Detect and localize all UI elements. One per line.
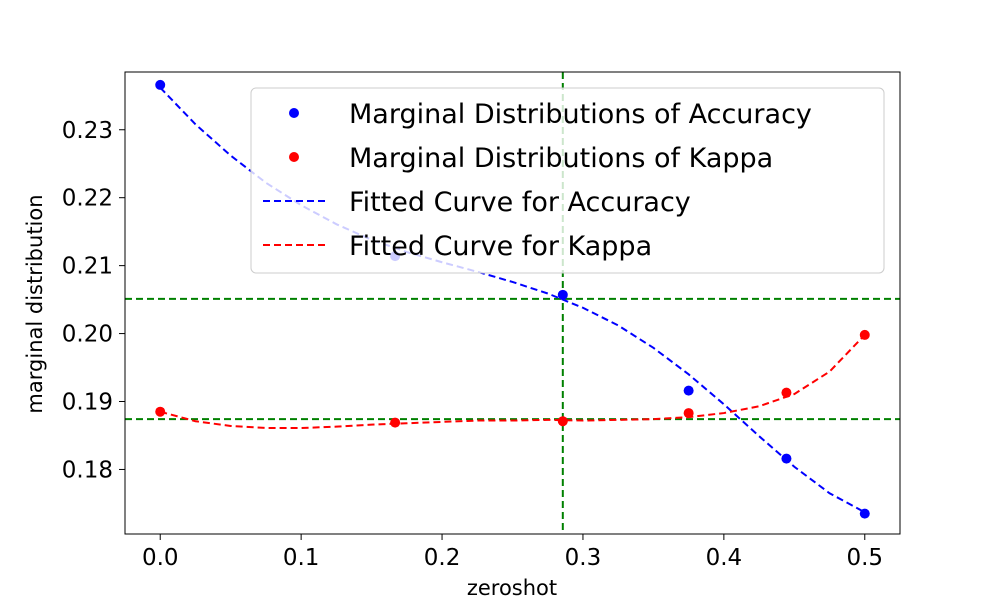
data-point <box>683 408 694 419</box>
data-point <box>859 329 870 340</box>
x-tick-label: 0.1 <box>283 545 320 571</box>
data-point <box>781 453 792 464</box>
y-tick-label: 0.19 <box>62 390 113 416</box>
y-tick-label: 0.23 <box>62 118 113 144</box>
y-tick-label: 0.20 <box>62 322 113 348</box>
data-point <box>390 417 401 428</box>
x-axis: 0.0 0.1 0.2 0.3 0.4 0.5 <box>142 534 883 571</box>
data-point <box>155 406 166 417</box>
series-line-3 <box>159 334 866 430</box>
x-tick-label: 0.0 <box>142 545 179 571</box>
legend-label: Fitted Curve for Kappa <box>349 231 652 262</box>
data-point <box>557 416 568 427</box>
y-tick-label: 0.21 <box>62 254 113 280</box>
x-tick-label: 0.5 <box>846 545 883 571</box>
y-axis-label: marginal distribution <box>23 194 47 413</box>
data-point <box>683 385 694 396</box>
plot-frame <box>124 71 901 535</box>
x-tick-label: 0.3 <box>565 545 602 571</box>
x-tick-label: 0.2 <box>424 545 461 571</box>
data-point <box>781 387 792 398</box>
legend-label: Marginal Distributions of Kappa <box>349 143 773 174</box>
data-point <box>557 289 568 300</box>
legend-box <box>250 87 885 274</box>
legend-marker <box>289 152 299 162</box>
data-point <box>155 79 166 90</box>
x-axis-label: zeroshot <box>467 576 557 600</box>
legend: Marginal Distributions of Accuracy Margin… <box>250 87 885 274</box>
legend-label: Fitted Curve for Accuracy <box>349 187 691 218</box>
y-tick-label: 0.18 <box>62 457 113 483</box>
legend-label: Marginal Distributions of Accuracy <box>349 99 812 130</box>
y-tick-label: 0.22 <box>62 186 113 212</box>
y-axis: 0.18 0.19 0.20 0.21 0.22 0.23 <box>62 118 125 483</box>
data-point <box>859 508 870 519</box>
legend-marker <box>289 108 299 118</box>
x-tick-label: 0.4 <box>706 545 743 571</box>
